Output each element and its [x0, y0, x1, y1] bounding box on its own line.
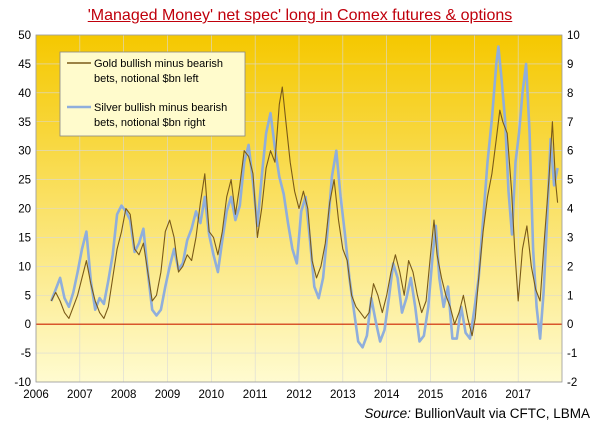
series-line-gold — [50, 86, 559, 337]
series-line-silver — [50, 45, 559, 349]
series-lines — [50, 45, 559, 349]
right-tick-label: 4 — [567, 204, 574, 216]
x-tick-label: 2006 — [23, 389, 49, 401]
right-tick-label: 10 — [567, 30, 580, 42]
left-tick-label: 30 — [18, 146, 31, 158]
x-tick-label: 2011 — [243, 389, 268, 401]
left-tick-label: 45 — [18, 59, 31, 71]
left-tick-label: 25 — [18, 175, 31, 187]
right-tick-label: 9 — [567, 59, 573, 71]
right-tick-label: -2 — [567, 377, 577, 389]
right-axis-ticks: -2 -1 0 1 2 3 4 5 6 7 8 9 10 — [567, 30, 580, 389]
x-tick-label: 2014 — [374, 389, 400, 401]
x-tick-label: 2008 — [111, 389, 137, 401]
left-tick-label: 10 — [18, 261, 31, 273]
x-tick-label: 2013 — [330, 389, 356, 401]
left-tick-label: -10 — [14, 377, 31, 389]
left-tick-label: 50 — [18, 30, 31, 42]
x-tick-label: 2015 — [418, 389, 444, 401]
legend: Gold bullish minus bearish bets, notiona… — [59, 51, 246, 137]
legend-label-silver-line1: Silver bullish minus bearish — [94, 102, 227, 114]
source-text: BullionVault via CFTC, LBMA — [410, 406, 590, 421]
plot-frame — [35, 34, 563, 383]
left-tick-label: 35 — [18, 117, 31, 129]
right-tick-label: 8 — [567, 88, 573, 100]
right-tick-label: 1 — [567, 290, 573, 302]
right-tick-label: 7 — [567, 117, 573, 129]
right-tick-label: 3 — [567, 232, 573, 244]
left-axis-ticks: -10 -5 0 5 10 15 20 25 30 35 40 45 50 — [14, 30, 31, 389]
x-tick-label: 2007 — [67, 389, 93, 401]
source-label: Source: — [364, 406, 411, 421]
x-tick-label: 2017 — [505, 389, 531, 401]
right-tick-label: -1 — [567, 348, 577, 360]
right-tick-label: 2 — [567, 261, 573, 273]
source-credit: Source: BullionVault via CFTC, LBMA — [364, 406, 590, 421]
x-tick-label: 2010 — [199, 389, 225, 401]
left-tick-label: 0 — [25, 319, 31, 331]
x-tick-label: 2016 — [462, 389, 488, 401]
chart-title: 'Managed Money' net spec' long in Comex … — [87, 7, 513, 24]
left-tick-label: 40 — [18, 88, 31, 100]
legend-label-gold-line2: bets, notional $bn left — [94, 73, 199, 85]
x-tick-label: 2009 — [155, 389, 181, 401]
left-tick-label: 20 — [18, 204, 31, 216]
left-tick-label: 5 — [25, 290, 31, 302]
legend-box — [59, 51, 246, 137]
x-tick-label: 2012 — [286, 389, 312, 401]
legend-label-silver-line2: bets, notional $bn right — [94, 117, 205, 129]
left-tick-label: -5 — [21, 348, 31, 360]
right-tick-label: 6 — [567, 146, 573, 158]
left-tick-label: 15 — [18, 232, 31, 244]
right-tick-label: 0 — [567, 319, 573, 331]
right-tick-label: 5 — [567, 175, 573, 187]
x-axis-ticks: 2006 2007 2008 2009 2010 2011 2012 2013 2014 2015… — [23, 389, 531, 401]
legend-label-gold-line1: Gold bullish minus bearish — [94, 58, 223, 70]
